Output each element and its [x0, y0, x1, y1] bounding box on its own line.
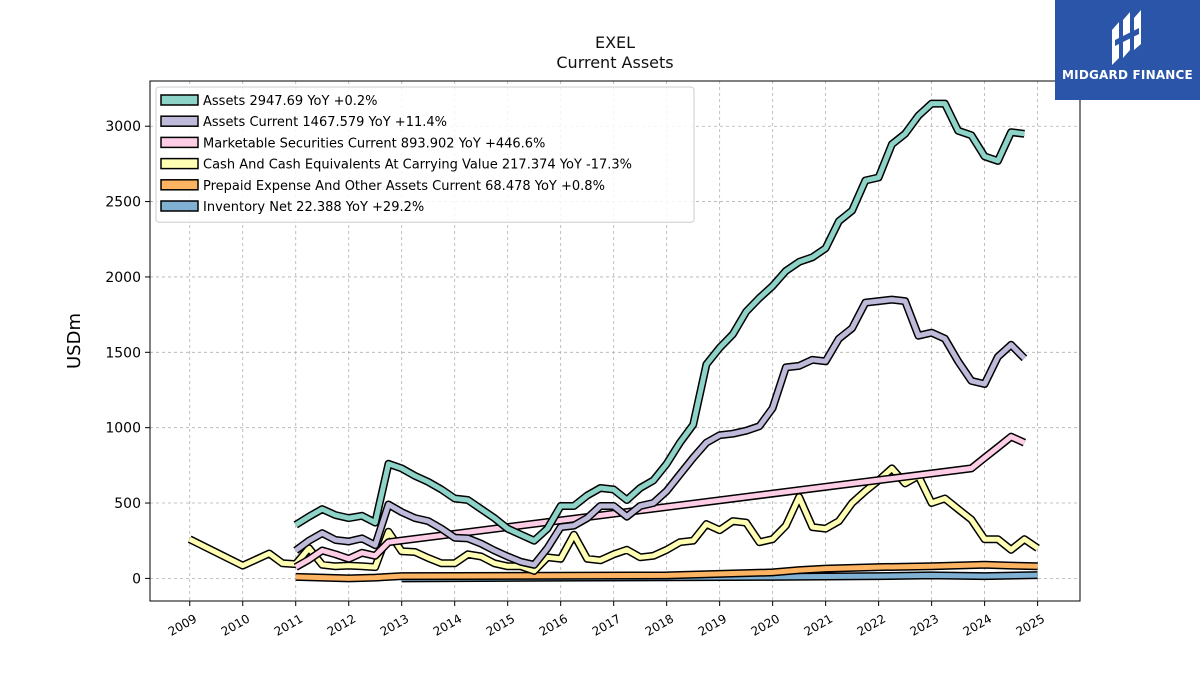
legend-entry-label: Inventory Net 22.388 YoY +29.2%: [203, 200, 424, 215]
x-tick-label: 2019: [696, 611, 729, 638]
logo: MIDGARD FINANCE: [1055, 0, 1200, 100]
series-line-fill: [294, 297, 1027, 568]
x-tick-label: 2014: [431, 611, 464, 638]
y-tick-label: 3000: [105, 119, 141, 135]
chart-subtitle: Current Assets: [556, 53, 674, 72]
x-tick-label: 2013: [378, 611, 411, 638]
series-line-fill: [188, 465, 1040, 574]
series-line-cash-and-cash-equivalents-at-carrying-value: [187, 464, 1040, 575]
legend-swatch: [160, 94, 199, 106]
x-tick-label: 2020: [749, 611, 782, 638]
y-tick-label: 500: [114, 496, 141, 512]
x-tick-label: 2009: [166, 611, 199, 638]
x-tick-label: 2015: [484, 611, 517, 638]
x-tick-label: 2012: [325, 611, 358, 638]
series-line-marketable-securities-current: [293, 432, 1027, 571]
x-tick-label: 2016: [537, 611, 570, 638]
series-line-assets-current: [293, 295, 1028, 569]
x-tick-label: 2010: [219, 611, 252, 638]
legend-swatch: [160, 115, 199, 127]
series-line-fill: [294, 434, 1026, 570]
x-tick-label: 2024: [961, 611, 994, 638]
y-tick-label: 2000: [105, 270, 141, 286]
plot-frame: [149, 80, 1081, 602]
series-line-fill: [295, 562, 1038, 581]
logo-mark-icon: [1112, 10, 1141, 65]
series-line-assets: [293, 99, 1025, 545]
y-tick-label: 1500: [105, 345, 141, 361]
legend: Assets 2947.69 YoY +0.2% Assets Current 1…: [155, 86, 695, 223]
legend-swatch: [160, 179, 199, 191]
series-line-prepaid-expense-and-other-assets-current: [295, 560, 1038, 583]
legend-entry-label: Prepaid Expense And Other Assets Current…: [203, 179, 605, 194]
series-line-fill: [294, 101, 1025, 544]
chart-title: EXEL: [594, 33, 636, 52]
x-tick-label: 2022: [855, 611, 888, 638]
legend-entry-label: Marketable Securities Current 893.902 Yo…: [203, 136, 545, 151]
legend-swatch: [160, 157, 199, 170]
y-axis: 0 500 1000 1500 2000 2500 3000: [105, 119, 150, 587]
x-tick-label: 2018: [643, 611, 676, 638]
x-tick-label: 2025: [1014, 611, 1047, 638]
y-tick-label: 0: [132, 571, 141, 587]
legend-entry-label: Assets Current 1467.579 YoY +11.4%: [203, 115, 447, 130]
x-tick-label: 2021: [802, 611, 835, 638]
legend-entry-label: Cash And Cash Equivalents At Carrying Va…: [203, 158, 632, 173]
legend-box: [155, 86, 695, 223]
x-axis: 2009 2010 2011 2012 2013 2014 2015 2016 2017 2018…: [166, 601, 1047, 639]
x-tick-label: 2023: [908, 611, 941, 638]
series-line-outline: [293, 295, 1028, 569]
logo-brand-text: MIDGARD FINANCE: [1062, 68, 1193, 82]
x-tick-label: 2017: [590, 611, 623, 638]
x-tick-label: 2011: [272, 611, 305, 638]
legend-entry-label: Assets 2947.69 YoY +0.2%: [203, 94, 378, 109]
series-area: [187, 99, 1040, 583]
legend-swatch: [160, 136, 199, 149]
y-axis-label: USDm: [64, 313, 85, 369]
legend-swatch: [160, 200, 199, 212]
y-tick-label: 1000: [105, 421, 141, 437]
y-tick-label: 2500: [105, 195, 141, 211]
